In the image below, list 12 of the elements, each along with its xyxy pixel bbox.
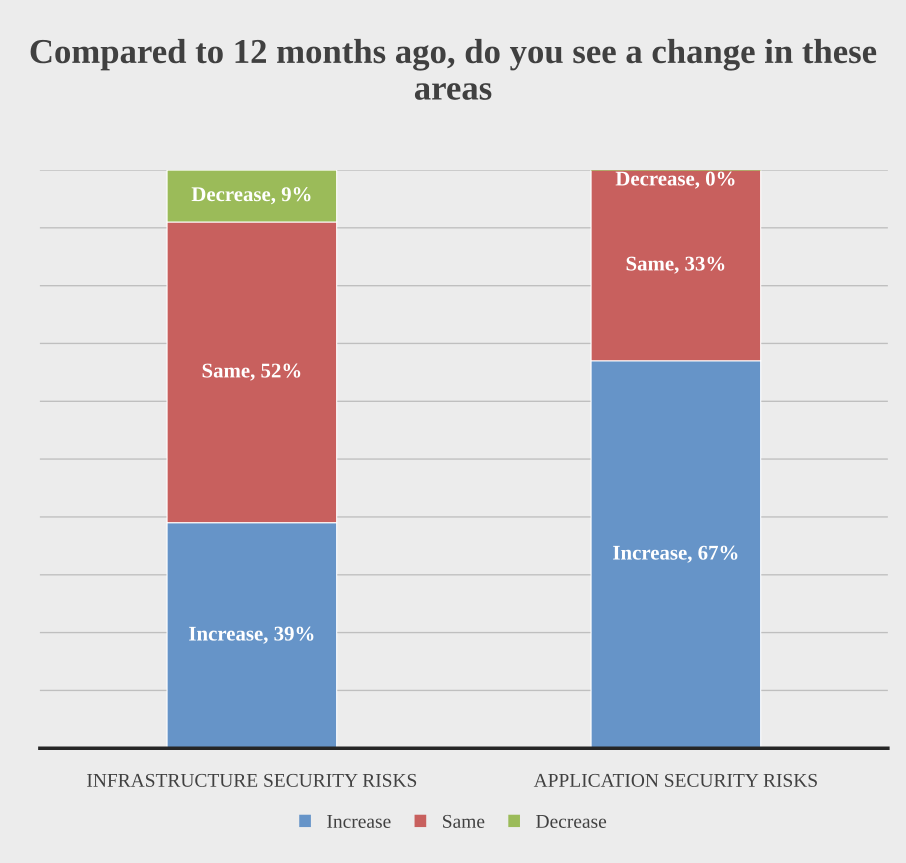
chart-title: Compared to 12 months ago, do you see a change in these areas (30, 38, 876, 100)
data-label: Same, 52% (202, 364, 300, 381)
x-tick-label: INFRASTRUCTURE SECURITY RISKS (87, 774, 416, 787)
data-label: Increase, 67% (613, 546, 738, 563)
data-label: Same, 33% (626, 256, 724, 274)
data-label: Decrease, 0% (616, 172, 734, 189)
data-label: Increase, 39% (189, 626, 314, 644)
data-label: Decrease, 9% (192, 187, 310, 204)
legend-label: Increase (327, 815, 391, 828)
legend-label: Same (443, 814, 484, 828)
legend-label: Decrease (536, 815, 606, 828)
x-tick-label: APPLICATION SECURITY RISKS (534, 774, 817, 787)
